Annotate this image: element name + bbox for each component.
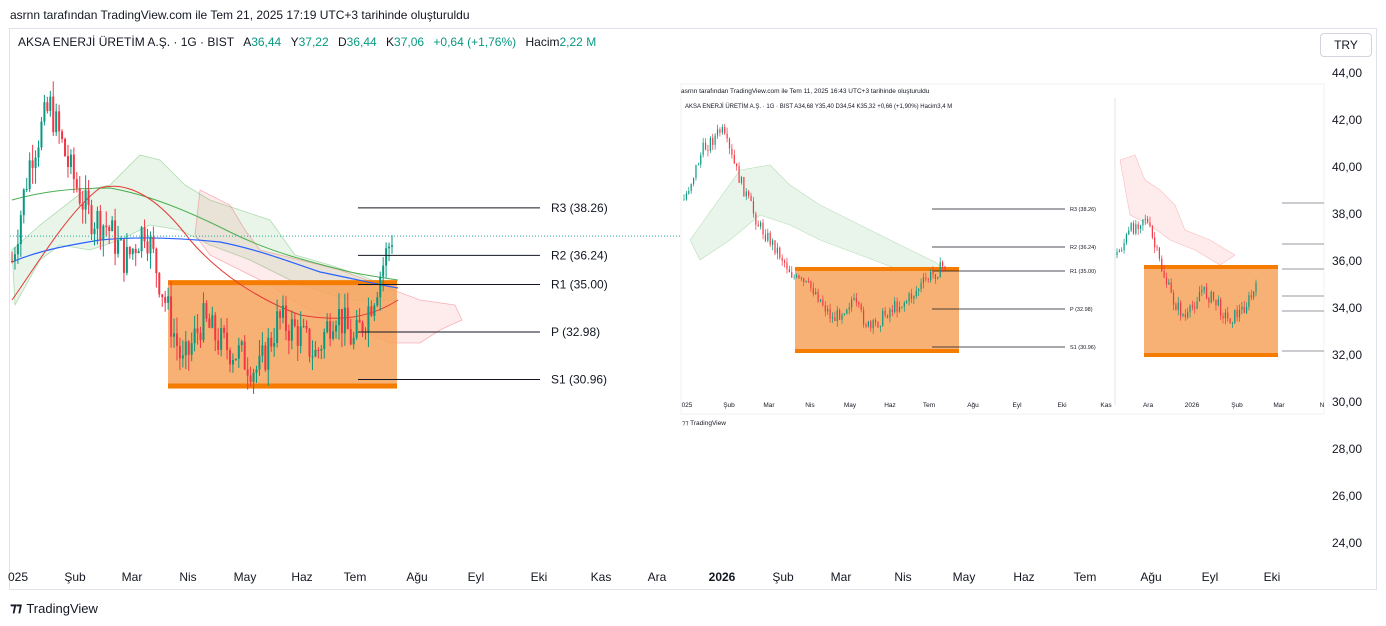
symbol-name[interactable]: AKSA ENERJİ ÜRETİM A.Ş. · 1G · BIST <box>18 35 234 49</box>
close-label: K <box>386 35 395 49</box>
tradingview-logo[interactable]: ⁊⁊ TradingView <box>10 600 98 616</box>
currency-button[interactable]: TRY <box>1320 33 1372 57</box>
low-value: 36,44 <box>346 35 377 49</box>
volume-label: Hacim <box>525 35 560 49</box>
volume-value: 2,22 M <box>559 35 597 49</box>
close-value: 37,06 <box>394 35 425 49</box>
chart-frame <box>9 28 1377 590</box>
symbol-legend: AKSA ENERJİ ÜRETİM A.Ş. · 1G · BIST A36,… <box>18 35 596 49</box>
high-value: 37,22 <box>298 35 329 49</box>
high-label: Y <box>290 35 299 49</box>
change-value: +0,64 (+1,76%) <box>433 35 517 49</box>
low-label: D <box>337 35 347 49</box>
chart-attribution: asrnn tarafından TradingView.com ile Tem… <box>10 8 470 22</box>
open-value: 36,44 <box>251 35 282 49</box>
tradingview-logo-icon: ⁊⁊ <box>10 600 22 615</box>
open-label: A <box>243 35 252 49</box>
tradingview-logo-text: TradingView <box>26 600 98 616</box>
